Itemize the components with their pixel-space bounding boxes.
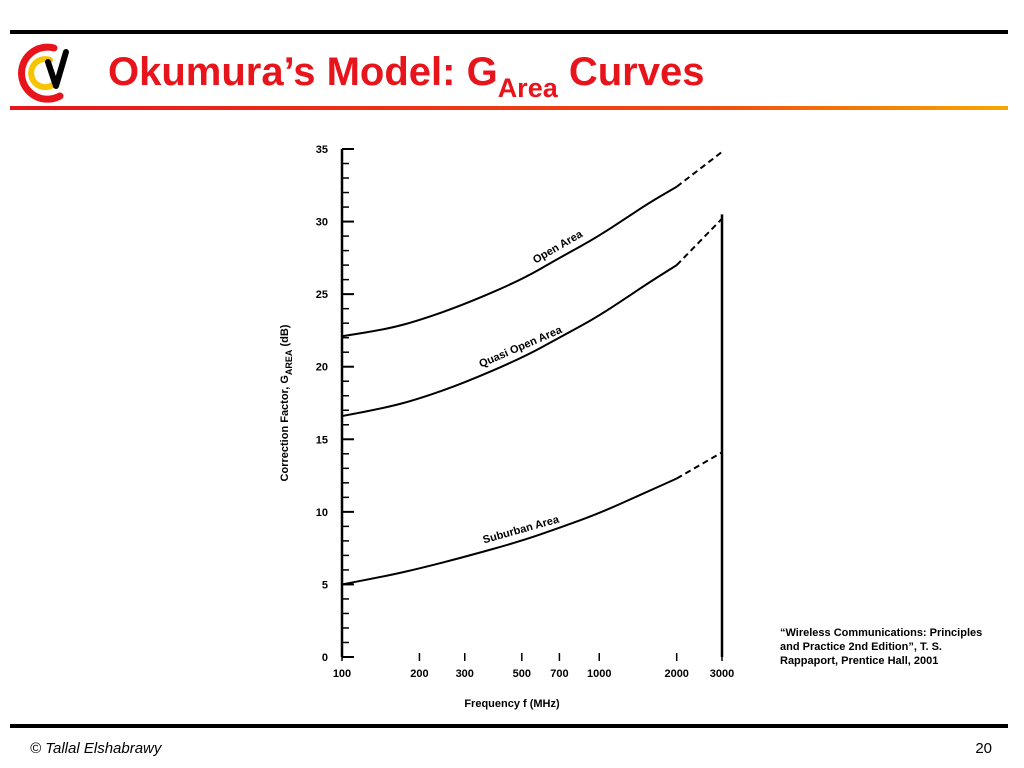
x-axis-label: Frequency f (MHz)	[464, 698, 560, 710]
y-axis-label: Correction Factor, GAREA (dB)	[279, 324, 294, 481]
x-tick-label: 300	[456, 668, 474, 680]
x-tick-label: 3000	[710, 668, 734, 680]
title-main: Okumura’s Model: G	[108, 50, 498, 94]
g-area-chart: 0 5 10 15 20 25 30 35 100 200 300 500 700 1000 2000 300…	[279, 144, 734, 710]
page-number: 20	[975, 740, 992, 757]
y-axis-label-main: Correction Factor, G	[279, 375, 291, 481]
y-axis-label-subscript: AREA	[284, 349, 294, 375]
series-label-quasi-open-area: Quasi Open Area	[477, 324, 564, 371]
citation: “Wireless Communications: Principles and…	[780, 627, 983, 667]
y-tick-label: 15	[316, 434, 328, 446]
series-extrapolation-open-area	[676, 151, 723, 188]
y-tick-label: 35	[316, 144, 328, 156]
x-tick-label: 700	[550, 668, 568, 680]
y-tick-label: 5	[322, 579, 328, 591]
title-accent-rule	[10, 106, 1008, 110]
top-rule	[10, 30, 1008, 34]
x-tick-label: 2000	[664, 668, 688, 680]
title-end: Curves	[557, 50, 705, 94]
x-tick-label: 200	[410, 668, 428, 680]
y-tick-label: 0	[322, 652, 328, 664]
title-subscript: Area	[497, 73, 558, 103]
x-tick-label: 1000	[587, 668, 611, 680]
series-line-open-area	[341, 185, 678, 338]
series-extrapolation-suburban-area	[676, 451, 723, 480]
y-tick-label: 25	[316, 289, 328, 301]
x-tick-label: 100	[333, 668, 351, 680]
series-line-suburban-area	[341, 477, 678, 586]
footer-copyright: © Tallal Elshabrawy	[30, 740, 162, 757]
y-axis-label-unit: (dB)	[279, 324, 291, 349]
series-line-quasi-open-area	[341, 264, 678, 418]
x-tick-label: 500	[513, 668, 531, 680]
y-tick-label: 20	[316, 362, 328, 374]
series-extrapolation-quasi-open-area	[675, 217, 723, 266]
y-tick-label: 10	[316, 507, 328, 519]
slide-title: Okumura’s Model: GArea Curves	[108, 44, 704, 116]
university-logo-icon	[18, 43, 69, 103]
y-tick-label: 30	[316, 217, 328, 229]
bottom-rule	[10, 724, 1008, 728]
